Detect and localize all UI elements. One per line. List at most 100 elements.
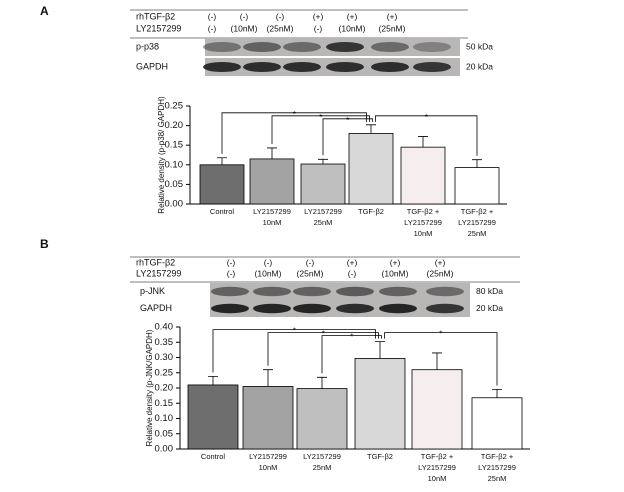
- error-bar: [418, 136, 428, 148]
- treatment-cell: (+): [347, 257, 358, 267]
- treatment-cell: (25nM): [427, 268, 454, 278]
- treatment-cell: (-): [264, 257, 273, 267]
- blot-band: [371, 61, 409, 73]
- y-tick-label: 0.35: [155, 337, 174, 348]
- blot-band: [426, 286, 464, 297]
- y-tick-label: 0.25: [155, 367, 174, 378]
- error-bar: [318, 158, 328, 165]
- significance-bracket: [221, 112, 367, 154]
- bar: [300, 163, 346, 205]
- bar: [454, 167, 500, 205]
- y-tick-label: 0.10: [155, 413, 174, 424]
- treatment-cell: (+): [313, 11, 324, 21]
- y-tick-label: 0.30: [155, 352, 174, 363]
- treatment-name: LY2157299: [136, 23, 181, 33]
- treatment-cell: (25nM): [379, 23, 406, 33]
- y-tick-label: 0.15: [155, 398, 174, 409]
- treatment-cell: (-): [348, 268, 357, 278]
- x-tick-label: LY2157299 10nM: [253, 207, 291, 227]
- blot-size: 50 kDa: [466, 41, 493, 51]
- blot-label: p-p38: [136, 41, 159, 51]
- y-axis-label: Relative density (p-p38/ GAPDH): [157, 96, 166, 214]
- significance-mark: *: [350, 333, 353, 342]
- blot-band: [283, 61, 321, 73]
- treatment-cell: (-): [208, 11, 217, 21]
- treatment-cell: (-): [314, 23, 323, 33]
- blot-band: [379, 286, 417, 297]
- blot-band: [326, 41, 364, 53]
- bar: [249, 158, 295, 205]
- treatment-cell: (10nM): [231, 23, 258, 33]
- bar: [400, 146, 446, 205]
- significance-bracket: [321, 335, 382, 374]
- x-tick-label: LY2157299 10nM: [249, 452, 287, 472]
- error-bar: [432, 352, 442, 370]
- treatment-cell: (10nM): [382, 268, 409, 278]
- blot-band: [283, 41, 321, 53]
- bar: [471, 397, 523, 450]
- blot-label: p-JNK: [140, 286, 165, 296]
- significance-bracket: [212, 329, 376, 373]
- error-bar: [317, 376, 327, 389]
- blot-band: [203, 61, 241, 73]
- treatment-cell: (-): [276, 11, 285, 21]
- y-tick-label: 0.20: [165, 120, 184, 131]
- treatment-cell: (-): [227, 268, 236, 278]
- bar: [296, 388, 348, 450]
- significance-mark: *: [439, 330, 442, 339]
- y-tick-label: 0.40: [155, 322, 174, 333]
- error-bar: [263, 369, 273, 387]
- treatment-cell: (+): [390, 257, 401, 267]
- bar: [411, 369, 463, 450]
- blot-band: [293, 303, 331, 314]
- blot-band: [243, 41, 281, 53]
- error-bar: [375, 341, 385, 359]
- y-tick-label: 0.00: [155, 444, 174, 455]
- blot-size: 80 kDa: [476, 286, 503, 296]
- x-tick-label: TGF-β2: [367, 452, 393, 461]
- blot-band: [426, 303, 464, 314]
- x-tick-label: Control: [210, 207, 235, 216]
- significance-mark: *: [319, 113, 322, 122]
- x-tick-label: LY2157299 25nM: [304, 207, 342, 227]
- significance-bracket: [384, 332, 498, 386]
- treatment-cell: (25nM): [297, 268, 324, 278]
- blot-band: [293, 286, 331, 297]
- blot-band: [336, 286, 374, 297]
- treatment-name: rhTGF-β2: [136, 257, 175, 267]
- significance-mark: *: [293, 327, 296, 336]
- error-bar: [472, 159, 482, 168]
- bar: [187, 384, 239, 450]
- treatment-cell: (10nM): [255, 268, 282, 278]
- y-tick-label: 0.05: [155, 428, 174, 439]
- x-tick-label: TGF-β2 + LY2157299 25nM: [458, 207, 496, 238]
- treatment-name: rhTGF-β2: [136, 11, 175, 21]
- blot-size: 20 kDa: [476, 303, 503, 313]
- bar: [348, 133, 394, 205]
- blot-band: [413, 41, 451, 53]
- significance-mark: *: [425, 113, 428, 122]
- x-tick-label: TGF-β2 + LY2157299 10nM: [404, 207, 442, 238]
- significance-mark: *: [346, 116, 349, 125]
- blot-band: [413, 61, 451, 73]
- treatment-cell: (+): [387, 11, 398, 21]
- treatment-name: LY2157299: [136, 268, 181, 278]
- x-tick-label: TGF-β2 + LY2157299 10nM: [418, 452, 456, 483]
- significance-mark: *: [293, 110, 296, 119]
- y-tick-label: 0.05: [165, 179, 184, 190]
- blot-band: [203, 41, 241, 53]
- panel-label: A: [40, 4, 49, 18]
- bar: [199, 164, 245, 205]
- blot-band: [336, 303, 374, 314]
- y-tick-label: 0.15: [165, 140, 184, 151]
- blot-band: [371, 41, 409, 53]
- treatment-cell: (10nM): [339, 23, 366, 33]
- blot-band: [379, 303, 417, 314]
- error-bar: [208, 376, 218, 385]
- bar: [242, 386, 294, 450]
- x-tick-label: TGF-β2: [358, 207, 384, 216]
- treatment-cell: (+): [435, 257, 446, 267]
- y-tick-label: 0.10: [165, 159, 184, 170]
- treatment-cell: (+): [347, 11, 358, 21]
